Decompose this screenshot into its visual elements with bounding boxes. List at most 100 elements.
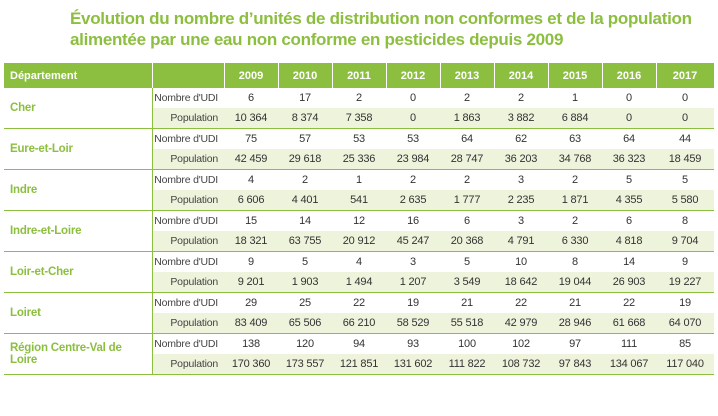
- udi-value-cell: 2: [278, 169, 332, 190]
- population-value-cell: 28 747: [440, 149, 494, 170]
- population-value-cell: 4 355: [602, 190, 656, 211]
- table-row: Loiret Nombre d'UDI 29 25 22 19 21 22 21 22 19: [4, 292, 714, 334]
- population-value-cell: 2 635: [386, 190, 440, 211]
- udi-value-cell: 5: [656, 169, 714, 190]
- header-year: 2015: [548, 63, 603, 88]
- table-row: Région Centre-Val de Loire Nombre d'UDI 13…: [4, 333, 714, 375]
- population-value-cell: 42 979: [494, 313, 548, 334]
- table-row: Population 6 606 4 401 541 2 635 1 777 2 235 1 …: [4, 190, 714, 211]
- udi-value-cell: 102: [494, 333, 548, 354]
- population-value-cell: 63 755: [278, 231, 332, 252]
- population-value-cell: 28 946: [548, 313, 602, 334]
- population-value-cell: 19 227: [656, 272, 714, 293]
- udi-value-cell: 2: [332, 88, 386, 108]
- population-value-cell: 58 529: [386, 313, 440, 334]
- population-value-cell: 1 871: [548, 190, 602, 211]
- udi-value-cell: 57: [278, 128, 332, 149]
- udi-value-cell: 14: [602, 251, 656, 272]
- population-value-cell: 1 777: [440, 190, 494, 211]
- population-value-cell: 6 884: [548, 108, 602, 129]
- population-value-cell: 20 912: [332, 231, 386, 252]
- population-value-cell: 5 580: [656, 190, 714, 211]
- udi-value-cell: 19: [656, 292, 714, 313]
- metric-label-udi: Nombre d'UDI: [152, 210, 224, 231]
- population-value-cell: 83 409: [224, 313, 278, 334]
- department-name: Région Centre-Val de Loire: [4, 333, 153, 375]
- table-row: Population 9 201 1 903 1 494 1 207 3 549 18 64…: [4, 272, 714, 293]
- udi-value-cell: 25: [278, 292, 332, 313]
- population-value-cell: 20 368: [440, 231, 494, 252]
- population-value-cell: 61 668: [602, 313, 656, 334]
- udi-value-cell: 22: [494, 292, 548, 313]
- udi-value-cell: 17: [278, 88, 332, 108]
- udi-value-cell: 120: [278, 333, 332, 354]
- header-year: 2013: [440, 63, 495, 88]
- metric-label-udi: Nombre d'UDI: [152, 251, 224, 272]
- udi-value-cell: 2: [494, 88, 548, 108]
- udi-value-cell: 8: [656, 210, 714, 231]
- table-row: Population 18 321 63 755 20 912 45 247 20 368…: [4, 231, 714, 252]
- header-year: 2014: [494, 63, 549, 88]
- udi-value-cell: 53: [332, 128, 386, 149]
- udi-value-cell: 15: [224, 210, 278, 231]
- population-value-cell: 1 863: [440, 108, 494, 129]
- population-value-cell: 64 070: [656, 313, 714, 334]
- header-year: 2009: [224, 63, 279, 88]
- table-row: Population 83 409 65 506 66 210 58 529 55 518…: [4, 313, 714, 334]
- table-row: Population 42 459 29 618 25 336 23 984 28 747…: [4, 149, 714, 170]
- population-value-cell: 117 040: [656, 354, 714, 375]
- population-value-cell: 131 602: [386, 354, 440, 375]
- udi-value-cell: 5: [278, 251, 332, 272]
- metric-label-population: Population: [152, 272, 224, 293]
- udi-value-cell: 5: [602, 169, 656, 190]
- population-value-cell: 111 822: [440, 354, 494, 375]
- udi-value-cell: 97: [548, 333, 602, 354]
- metric-label-population: Population: [152, 313, 224, 334]
- metric-label-udi: Nombre d'UDI: [152, 333, 224, 354]
- population-value-cell: 18 642: [494, 272, 548, 293]
- population-value-cell: 6 606: [224, 190, 278, 211]
- udi-value-cell: 22: [602, 292, 656, 313]
- header-metric: [152, 63, 225, 88]
- population-value-cell: 65 506: [278, 313, 332, 334]
- metric-label-population: Population: [152, 231, 224, 252]
- population-value-cell: 19 044: [548, 272, 602, 293]
- population-value-cell: 25 336: [332, 149, 386, 170]
- population-value-cell: 6 330: [548, 231, 602, 252]
- population-value-cell: 29 618: [278, 149, 332, 170]
- department-name: Cher: [4, 88, 153, 129]
- udi-value-cell: 53: [386, 128, 440, 149]
- udi-value-cell: 111: [602, 333, 656, 354]
- header-row: Département 2009 2010 2011 2012 2013 2014 2015…: [4, 63, 715, 88]
- population-value-cell: 66 210: [332, 313, 386, 334]
- udi-value-cell: 21: [440, 292, 494, 313]
- population-value-cell: 36 323: [602, 149, 656, 170]
- population-value-cell: 7 358: [332, 108, 386, 129]
- table-row: Indre Nombre d'UDI 4 2 1 2 2 3 2 5 5: [4, 169, 714, 211]
- udi-value-cell: 3: [494, 169, 548, 190]
- table-row: Indre-et-Loire Nombre d'UDI 15 14 12 16 6 3 2 6 8: [4, 210, 714, 252]
- population-value-cell: 10 364: [224, 108, 278, 129]
- udi-value-cell: 64: [440, 128, 494, 149]
- population-value-cell: 34 768: [548, 149, 602, 170]
- population-value-cell: 3 882: [494, 108, 548, 129]
- table-row: Cher Nombre d'UDI 6 17 2 0 2 2 1 0 0: [4, 88, 714, 129]
- population-value-cell: 8 374: [278, 108, 332, 129]
- department-name: Eure-et-Loir: [4, 128, 153, 170]
- udi-value-cell: 9: [224, 251, 278, 272]
- udi-value-cell: 75: [224, 128, 278, 149]
- udi-value-cell: 2: [440, 88, 494, 108]
- header-year: 2011: [332, 63, 387, 88]
- header-year: 2012: [386, 63, 441, 88]
- table-row: Loir-et-Cher Nombre d'UDI 9 5 4 3 5 10 8 14 9: [4, 251, 714, 293]
- udi-value-cell: 2: [548, 169, 602, 190]
- udi-value-cell: 100: [440, 333, 494, 354]
- udi-value-cell: 64: [602, 128, 656, 149]
- udi-value-cell: 12: [332, 210, 386, 231]
- population-value-cell: 9 704: [656, 231, 714, 252]
- udi-value-cell: 1: [548, 88, 602, 108]
- population-value-cell: 23 984: [386, 149, 440, 170]
- population-value-cell: 3 549: [440, 272, 494, 293]
- population-value-cell: 134 067: [602, 354, 656, 375]
- udi-value-cell: 10: [494, 251, 548, 272]
